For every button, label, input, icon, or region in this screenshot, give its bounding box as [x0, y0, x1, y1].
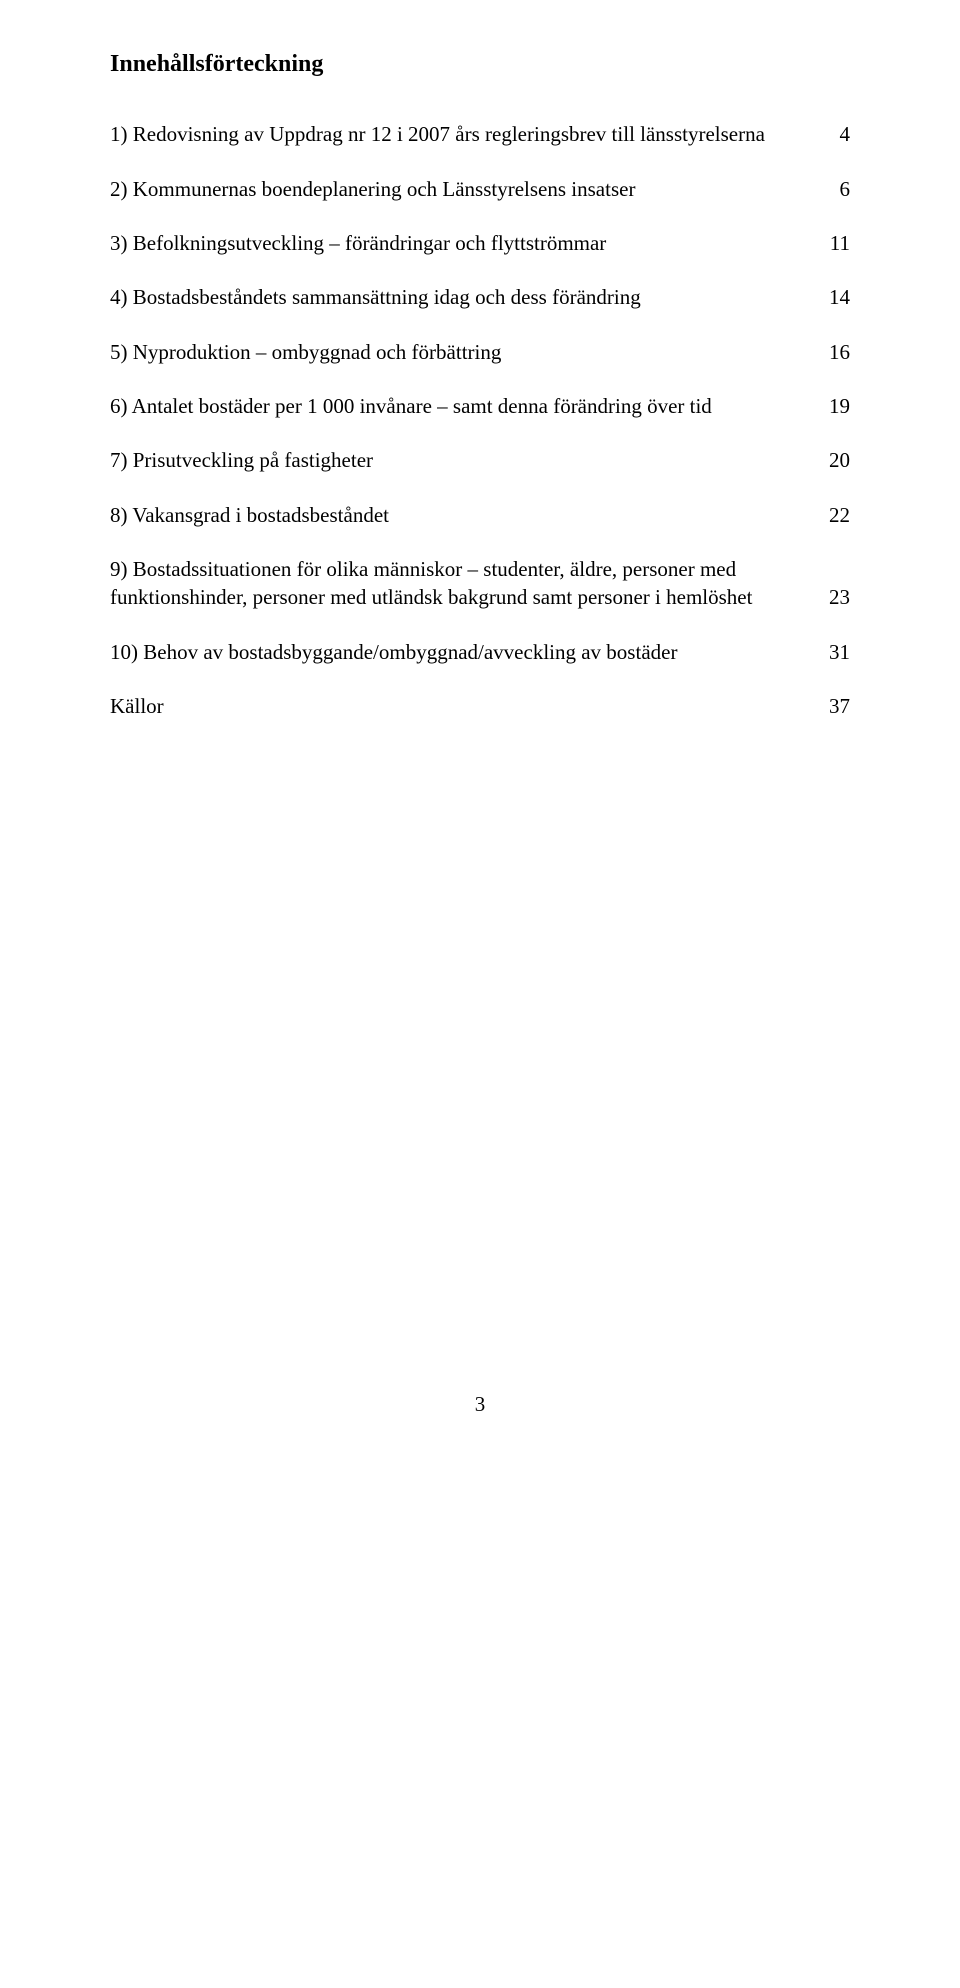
- toc-entry-text: 9) Bostadssituationen för olika människo…: [110, 555, 820, 612]
- toc-entry-page: 19: [820, 392, 850, 420]
- toc-entry: 6) Antalet bostäder per 1 000 invånare –…: [110, 392, 850, 420]
- toc-entry-text: Källor: [110, 692, 820, 720]
- toc-title: Innehållsförteckning: [110, 48, 850, 80]
- toc-entry: 1) Redovisning av Uppdrag nr 12 i 2007 å…: [110, 120, 850, 148]
- toc-entry-page: 16: [820, 338, 850, 366]
- toc-entry-text: 2) Kommunernas boendeplanering och Länss…: [110, 175, 820, 203]
- toc-entry-page: 31: [820, 638, 850, 666]
- toc-entry-page: 20: [820, 446, 850, 474]
- toc-entry-text: 7) Prisutveckling på fastigheter: [110, 446, 820, 474]
- toc-entry-page: 14: [820, 283, 850, 311]
- toc-entry: Källor 37: [110, 692, 850, 720]
- toc-entry: 5) Nyproduktion – ombyggnad och förbättr…: [110, 338, 850, 366]
- toc-entry-page: 23: [820, 583, 850, 611]
- toc-entry-page: 11: [820, 229, 850, 257]
- toc-entry: 4) Bostadsbeståndets sammansättning idag…: [110, 283, 850, 311]
- toc-entry-text: 1) Redovisning av Uppdrag nr 12 i 2007 å…: [110, 120, 820, 148]
- toc-entry-text: 5) Nyproduktion – ombyggnad och förbättr…: [110, 338, 820, 366]
- toc-entry-page: 22: [820, 501, 850, 529]
- toc-entry-text: 3) Befolkningsutveckling – förändringar …: [110, 229, 820, 257]
- toc-entry: 2) Kommunernas boendeplanering och Länss…: [110, 175, 850, 203]
- toc-entry: 10) Behov av bostadsbyggande/ombyggnad/a…: [110, 638, 850, 666]
- toc-entry: 3) Befolkningsutveckling – förändringar …: [110, 229, 850, 257]
- toc-entry-text: 4) Bostadsbeståndets sammansättning idag…: [110, 283, 820, 311]
- toc-entry-page: 37: [820, 692, 850, 720]
- toc-entry-text: 6) Antalet bostäder per 1 000 invånare –…: [110, 392, 820, 420]
- toc-entry: 9) Bostadssituationen för olika människo…: [110, 555, 850, 612]
- toc-entry-page: 6: [820, 175, 850, 203]
- toc-entry-text: 10) Behov av bostadsbyggande/ombyggnad/a…: [110, 638, 820, 666]
- toc-entry: 8) Vakansgrad i bostadsbeståndet 22: [110, 501, 850, 529]
- toc-entry: 7) Prisutveckling på fastigheter 20: [110, 446, 850, 474]
- toc-entry-page: 4: [820, 120, 850, 148]
- toc-entry-text: 8) Vakansgrad i bostadsbeståndet: [110, 501, 820, 529]
- page-number: 3: [0, 1390, 960, 1418]
